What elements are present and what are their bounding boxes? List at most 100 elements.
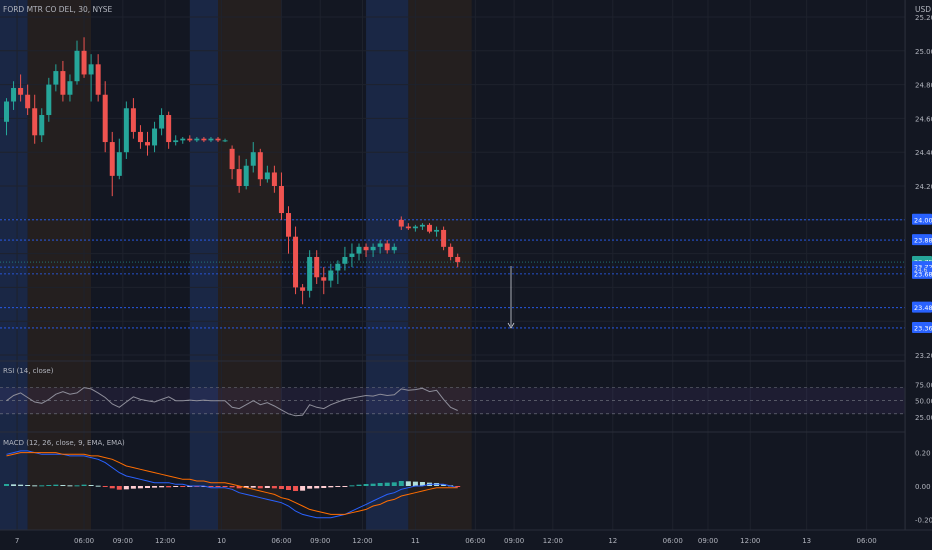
candle-body xyxy=(448,246,454,257)
candle-body xyxy=(377,243,383,247)
time-tick: 06:00 xyxy=(465,537,485,545)
candle-body xyxy=(455,256,461,263)
candle-body xyxy=(278,186,284,214)
macd-histogram-bar xyxy=(173,486,179,488)
candle-body xyxy=(123,108,129,153)
macd-line xyxy=(6,450,458,519)
rsi-title[interactable]: RSI (14, close) xyxy=(3,367,54,375)
candle-body xyxy=(363,246,369,251)
candle-body xyxy=(412,226,418,229)
macd-histogram-bar xyxy=(370,483,376,486)
macd-histogram-bar xyxy=(356,484,362,486)
macd-histogram-bar xyxy=(419,481,425,486)
candle-body xyxy=(60,71,66,95)
price-tick: 24.40 xyxy=(915,149,932,157)
macd-histogram-bar xyxy=(328,486,334,488)
candle-body xyxy=(81,50,87,75)
macd-histogram-bar xyxy=(455,486,461,487)
candle-body xyxy=(173,140,179,143)
price-label: 23.72 xyxy=(914,264,932,272)
time-tick: 13 xyxy=(802,537,811,545)
price-tick: 24.20 xyxy=(915,183,932,191)
macd-title[interactable]: MACD (12, 26, close, 9, EMA, EMA) xyxy=(3,439,125,447)
macd-histogram-bar xyxy=(314,486,320,489)
price-label-box xyxy=(912,213,932,225)
session-band xyxy=(189,0,218,530)
candle-body xyxy=(434,229,440,232)
macd-histogram-bar xyxy=(152,486,158,488)
candle-body xyxy=(25,94,31,109)
macd-pane xyxy=(4,450,461,519)
macd-histogram-bar xyxy=(11,484,17,486)
candle-body xyxy=(201,138,207,141)
candle-body xyxy=(166,115,172,143)
measure-arrow[interactable] xyxy=(507,266,515,329)
candle-body xyxy=(236,169,242,186)
macd-histogram-bar xyxy=(109,486,115,489)
symbol-title[interactable]: FORD MTR CO DEL, 30, NYSE xyxy=(3,5,112,14)
time-tick: 12:00 xyxy=(543,537,563,545)
macd-histogram-bar xyxy=(74,485,80,487)
macd-histogram-bar xyxy=(67,485,73,487)
candle-body xyxy=(441,229,447,247)
macd-histogram-bar xyxy=(441,484,447,486)
price-tick: 23.20 xyxy=(915,352,932,360)
candle-body xyxy=(67,81,73,95)
session-band xyxy=(366,0,409,530)
macd-histogram-bar xyxy=(116,486,122,490)
macd-histogram-bar xyxy=(250,486,256,488)
macd-tick: -0.20 xyxy=(915,516,932,524)
price-tick: 25.00 xyxy=(915,48,932,56)
macd-histogram-bar xyxy=(300,486,306,491)
candle-body xyxy=(11,87,17,102)
candle-body xyxy=(39,115,45,136)
price-label: 23.68 xyxy=(914,270,932,278)
candle-body xyxy=(314,256,320,278)
candle-body xyxy=(286,213,291,237)
time-tick: 12:00 xyxy=(740,537,760,545)
macd-histogram-bar xyxy=(215,486,221,487)
candle-body xyxy=(370,246,376,251)
macd-histogram-bar xyxy=(286,486,291,491)
candle-body xyxy=(398,219,404,227)
rsi-tick: 75.00 xyxy=(915,381,932,389)
candle-body xyxy=(321,277,327,281)
macd-histogram-bar xyxy=(39,485,45,487)
candle-body xyxy=(349,253,355,257)
candle-body xyxy=(46,84,52,116)
candle-body xyxy=(95,64,101,95)
price-label: 23.36 xyxy=(914,324,932,332)
time-tick: 12 xyxy=(608,537,617,545)
macd-histogram-bar xyxy=(377,482,383,486)
time-tick: 06:00 xyxy=(271,537,291,545)
session-note: 24.6 xyxy=(914,267,928,274)
candle-body xyxy=(109,142,115,176)
candle-body xyxy=(222,140,228,142)
candle-body xyxy=(208,138,214,141)
price-tick: 24.80 xyxy=(915,82,932,90)
macd-histogram-bar xyxy=(243,486,249,489)
macd-histogram-bar xyxy=(18,484,24,486)
time-tick: 09:00 xyxy=(113,537,133,545)
candle-body xyxy=(271,172,277,186)
price-label: 23.88 xyxy=(914,237,932,245)
macd-histogram-bar xyxy=(95,485,101,487)
macd-histogram-bar xyxy=(88,484,94,486)
rsi-tick: 25.00 xyxy=(915,414,932,422)
session-band xyxy=(91,0,190,530)
macd-histogram-bar xyxy=(53,484,59,486)
macd-histogram-bar xyxy=(229,486,235,488)
macd-histogram-bar xyxy=(293,486,299,492)
macd-histogram-bar xyxy=(398,480,404,486)
candle-body xyxy=(229,148,235,170)
rsi-tick: 50.00 xyxy=(915,398,932,406)
candle-body xyxy=(145,142,150,146)
currency-label: USD xyxy=(915,5,931,14)
candle-body xyxy=(194,138,200,141)
price-label-box xyxy=(912,267,932,279)
candle-body xyxy=(130,108,136,132)
macd-histogram-bar xyxy=(166,486,172,488)
macd-histogram-bar xyxy=(342,486,348,487)
session-background xyxy=(0,0,472,530)
